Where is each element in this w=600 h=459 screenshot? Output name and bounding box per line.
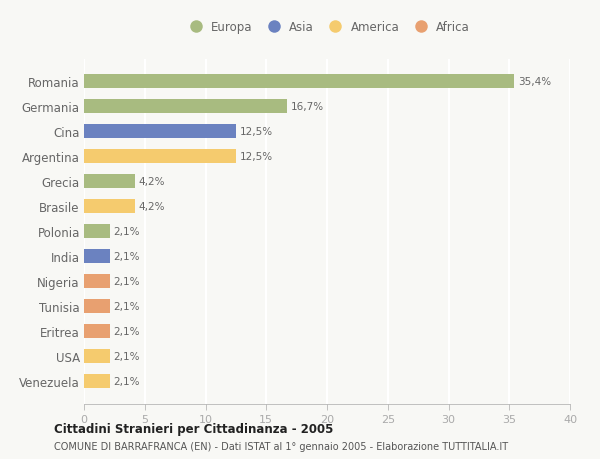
Text: COMUNE DI BARRAFRANCA (EN) - Dati ISTAT al 1° gennaio 2005 - Elaborazione TUTTIT: COMUNE DI BARRAFRANCA (EN) - Dati ISTAT … [54, 441, 508, 451]
Bar [84, 200, 135, 214]
Text: 4,2%: 4,2% [139, 202, 165, 212]
Text: 35,4%: 35,4% [518, 77, 551, 87]
Text: 2,1%: 2,1% [113, 352, 140, 362]
Text: 12,5%: 12,5% [239, 127, 272, 137]
Text: 4,2%: 4,2% [139, 177, 165, 187]
Bar [84, 250, 110, 263]
Text: 2,1%: 2,1% [113, 302, 140, 312]
Text: 2,1%: 2,1% [113, 227, 140, 237]
Text: 16,7%: 16,7% [290, 102, 323, 112]
Bar [84, 75, 514, 89]
Bar [84, 275, 110, 289]
Text: 12,5%: 12,5% [239, 152, 272, 162]
Bar [84, 150, 236, 164]
Legend: Europa, Asia, America, Africa: Europa, Asia, America, Africa [184, 21, 470, 34]
Text: Cittadini Stranieri per Cittadinanza - 2005: Cittadini Stranieri per Cittadinanza - 2… [54, 422, 334, 436]
Text: 2,1%: 2,1% [113, 277, 140, 287]
Bar [84, 325, 110, 338]
Bar [84, 350, 110, 364]
Bar [84, 100, 287, 114]
Bar [84, 225, 110, 239]
Text: 2,1%: 2,1% [113, 326, 140, 336]
Text: 2,1%: 2,1% [113, 252, 140, 262]
Text: 2,1%: 2,1% [113, 376, 140, 386]
Bar [84, 125, 236, 139]
Bar [84, 300, 110, 313]
Bar [84, 375, 110, 388]
Bar [84, 175, 135, 189]
